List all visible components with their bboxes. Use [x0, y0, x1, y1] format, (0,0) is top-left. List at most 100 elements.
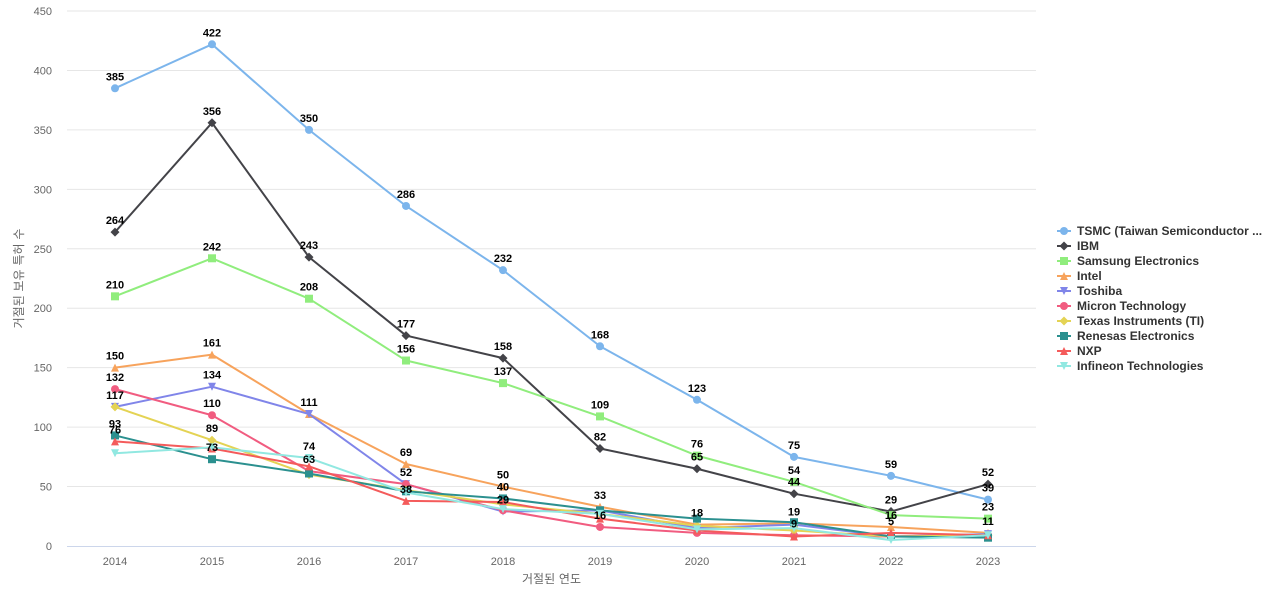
legend-item[interactable]: Toshiba — [1057, 284, 1122, 298]
legend-marker — [1060, 287, 1068, 295]
data-point[interactable] — [304, 252, 314, 262]
data-point[interactable] — [499, 498, 507, 507]
data-point[interactable] — [499, 379, 507, 388]
data-point[interactable] — [887, 522, 895, 531]
data-point[interactable] — [305, 469, 313, 478]
series-0 — [111, 40, 992, 504]
data-point[interactable] — [693, 525, 701, 534]
data-point[interactable] — [499, 505, 507, 514]
data-point[interactable] — [887, 471, 895, 480]
data-point[interactable] — [402, 480, 410, 489]
legend-item[interactable]: Intel — [1057, 269, 1102, 283]
legend-item[interactable]: NXP — [1057, 344, 1102, 358]
data-point[interactable] — [208, 350, 216, 359]
series-line — [114, 434, 989, 539]
legend-item[interactable]: Micron Technology — [1057, 299, 1186, 313]
y-tick-label: 250 — [34, 244, 52, 256]
data-point[interactable] — [790, 524, 798, 533]
y-tick-label: 200 — [34, 303, 52, 315]
data-point[interactable] — [208, 411, 216, 420]
x-axis-ticks: 2014 2015 2016 2017 2018 2019 2020 2021 2022 2023 — [103, 556, 1000, 568]
legend-item[interactable]: Infineon Technologies — [1057, 359, 1204, 373]
data-point[interactable] — [305, 462, 313, 471]
data-label: 286 — [397, 189, 415, 201]
series-line — [114, 385, 989, 538]
data-point[interactable] — [692, 464, 702, 474]
data-point[interactable] — [207, 435, 217, 445]
data-label: 74 — [303, 441, 316, 453]
data-point[interactable] — [595, 444, 605, 454]
series-1 — [110, 118, 993, 517]
legend-label: IBM — [1077, 239, 1099, 253]
data-point[interactable] — [110, 227, 120, 237]
data-point[interactable] — [596, 522, 604, 531]
data-point[interactable] — [790, 452, 798, 461]
data-point[interactable] — [498, 353, 508, 363]
legend-item[interactable]: TSMC (Taiwan Semiconductor ... — [1057, 224, 1262, 238]
data-label: 73 — [206, 442, 218, 454]
data-point[interactable] — [790, 477, 798, 486]
data-point[interactable] — [402, 201, 410, 210]
data-point[interactable] — [693, 451, 701, 460]
data-point[interactable] — [305, 410, 313, 419]
data-point[interactable] — [984, 495, 992, 504]
data-point[interactable] — [402, 356, 410, 365]
data-point[interactable] — [887, 511, 895, 520]
data-point[interactable] — [693, 514, 701, 523]
legend-item[interactable]: Texas Instruments (TI) — [1057, 314, 1204, 328]
data-point[interactable] — [208, 382, 216, 391]
data-point[interactable] — [596, 342, 604, 351]
data-label: 134 — [203, 370, 222, 382]
data-point[interactable] — [111, 385, 119, 394]
data-point[interactable] — [984, 514, 992, 523]
data-point[interactable] — [402, 496, 410, 505]
data-point[interactable] — [402, 459, 410, 468]
data-point[interactable] — [887, 536, 895, 545]
data-point[interactable] — [789, 489, 799, 499]
data-label: 69 — [400, 447, 412, 459]
data-label: 29 — [497, 495, 509, 507]
data-point[interactable] — [983, 479, 993, 489]
data-point[interactable] — [402, 488, 410, 497]
data-point[interactable] — [790, 532, 798, 541]
legend-item[interactable]: IBM — [1057, 239, 1099, 253]
legend-item[interactable]: Samsung Electronics — [1057, 254, 1199, 268]
data-label: 52 — [400, 467, 412, 479]
data-label: 110 — [203, 398, 221, 410]
data-label: 243 — [300, 240, 318, 252]
data-point[interactable] — [790, 518, 798, 527]
data-point[interactable] — [305, 125, 313, 134]
data-label: 161 — [203, 338, 221, 350]
series-line — [114, 257, 989, 520]
data-point[interactable] — [111, 449, 119, 458]
data-point[interactable] — [305, 294, 313, 303]
legend-item[interactable]: Renesas Electronics — [1057, 329, 1195, 343]
data-point[interactable] — [111, 437, 119, 446]
data-point[interactable] — [110, 402, 120, 412]
data-point[interactable] — [596, 412, 604, 421]
data-point[interactable] — [208, 455, 216, 464]
data-point[interactable] — [984, 531, 992, 540]
legend-marker — [1060, 227, 1068, 235]
data-point[interactable] — [207, 118, 217, 128]
series-line — [114, 405, 989, 538]
data-point[interactable] — [596, 509, 604, 518]
data-label: 18 — [691, 508, 703, 520]
data-point[interactable] — [111, 84, 119, 93]
data-point[interactable] — [887, 528, 895, 537]
legend: TSMC (Taiwan Semiconductor ...IBMSamsung… — [1057, 224, 1262, 373]
data-point[interactable] — [693, 395, 701, 404]
data-point[interactable] — [111, 292, 119, 301]
data-point[interactable] — [208, 443, 216, 452]
data-point[interactable] — [401, 331, 411, 341]
data-point[interactable] — [499, 482, 507, 491]
data-label: 33 — [594, 490, 606, 502]
data-point[interactable] — [305, 454, 313, 463]
data-point[interactable] — [499, 266, 507, 275]
data-point[interactable] — [596, 514, 604, 523]
data-point[interactable] — [111, 363, 119, 372]
data-point[interactable] — [111, 431, 119, 440]
data-label: 137 — [494, 366, 512, 378]
data-point[interactable] — [208, 254, 216, 263]
data-point[interactable] — [208, 40, 216, 49]
